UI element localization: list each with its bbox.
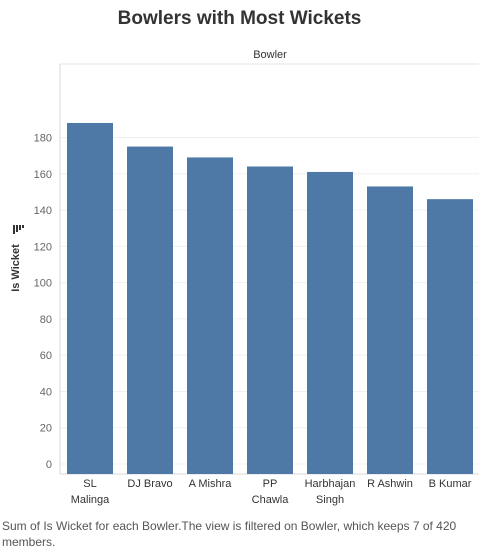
y-axis-label: Is Wicket <box>10 244 22 292</box>
bar-3 <box>247 166 293 474</box>
bar-6 <box>427 199 473 474</box>
y-tick-label-120: 120 <box>34 241 52 253</box>
y-tick-label-100: 100 <box>34 278 52 290</box>
bar-4 <box>307 171 353 475</box>
chart-title: Bowlers with Most Wickets <box>117 8 362 29</box>
x-category-label-2-0: A Mishra <box>189 478 233 490</box>
y-tick-label-40: 40 <box>40 386 52 398</box>
bar-1 <box>127 146 173 475</box>
x-category-label-3-0: PP <box>263 478 278 490</box>
x-category-label-6-0: B Kumar <box>429 478 472 490</box>
y-tick-label-160: 160 <box>34 169 52 181</box>
y-tick-label-0: 0 <box>46 459 52 471</box>
bar-chart: Bowler 0 20 40 60 80 100 120 140 160 180 Is Wicket S… <box>10 49 479 506</box>
x-category-label-1-0: DJ Bravo <box>127 478 172 490</box>
chart-footnote: Sum of Is Wicket for each Bowler.The vie… <box>2 519 457 549</box>
x-category-label-0-0: SL <box>83 478 96 490</box>
bar-0 <box>67 122 113 474</box>
x-category-label-5-0: R Ashwin <box>367 478 413 490</box>
x-category-label-4-1: Singh <box>316 494 344 506</box>
column-header-bowler: Bowler <box>253 49 287 61</box>
y-tick-label-60: 60 <box>40 350 52 362</box>
sort-descending-icon[interactable] <box>13 225 24 234</box>
x-category-label-0-1: Malinga <box>71 494 110 506</box>
y-tick-label-80: 80 <box>40 314 52 326</box>
bar-2 <box>187 157 233 474</box>
bar-5 <box>367 186 413 474</box>
y-tick-label-140: 140 <box>34 205 52 217</box>
x-category-label-4-0: Harbhajan <box>305 478 356 490</box>
y-tick-label-20: 20 <box>40 423 52 435</box>
x-category-label-3-1: Chawla <box>252 494 290 506</box>
y-tick-label-180: 180 <box>34 132 52 144</box>
